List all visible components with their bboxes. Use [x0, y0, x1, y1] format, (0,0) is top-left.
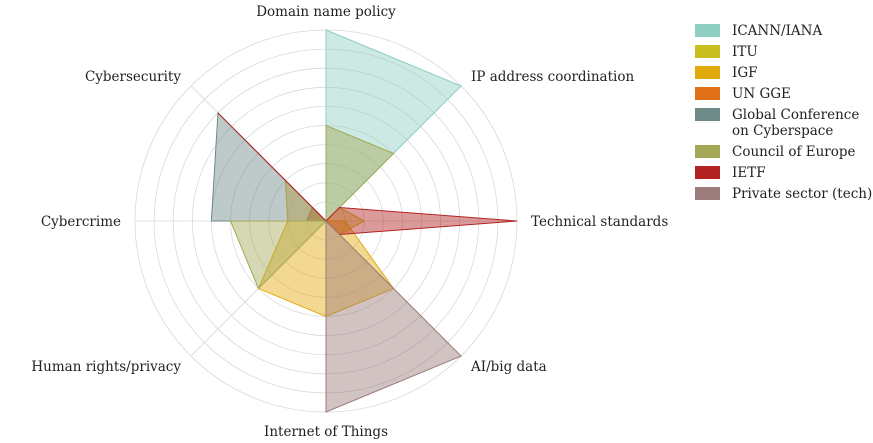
- legend-swatch-2: [695, 45, 720, 58]
- radar-series: [210, 29, 518, 413]
- axis-label-1: Domain name policy: [256, 4, 396, 20]
- legend-swatch-8: [695, 187, 720, 200]
- axis-labels: Domain name policy IP address coordinatio…: [31, 4, 668, 440]
- legend-label-4: UN GGE: [732, 86, 791, 102]
- legend-label-3: IGF: [732, 65, 757, 81]
- legend-label-8: Private sector (tech): [732, 186, 872, 202]
- legend-swatch-1: [695, 24, 720, 37]
- axis-label-6: Human rights/privacy: [31, 359, 181, 375]
- legend-swatch-7: [695, 166, 720, 179]
- legend-label-2: ITU: [732, 44, 758, 60]
- series-area-5: [210, 111, 328, 222]
- series-area-8: [325, 219, 462, 413]
- axis-label-3: Technical standards: [531, 214, 668, 230]
- axis-label-2: IP address coordination: [471, 69, 634, 85]
- axis-label-7: Cybercrime: [41, 214, 121, 230]
- legend-swatch-5: [695, 108, 720, 121]
- legend-swatch-6: [695, 145, 720, 158]
- legend-label-7: IETF: [732, 165, 766, 181]
- axis-label-4: AI/big data: [470, 359, 547, 375]
- legend-swatch-4: [695, 87, 720, 100]
- axis-label-5: Internet of Things: [264, 424, 388, 440]
- axis-label-8: Cybersecurity: [85, 69, 181, 85]
- legend-swatch-3: [695, 66, 720, 79]
- legend-label-1: ICANN/IANA: [732, 23, 822, 39]
- legend: ICANN/IANA ITU IGF UN GGE Global Conference o…: [695, 23, 872, 202]
- legend-label-5: Global Conference on Cyberspace: [732, 107, 859, 139]
- legend-label-6: Council of Europe: [732, 144, 856, 160]
